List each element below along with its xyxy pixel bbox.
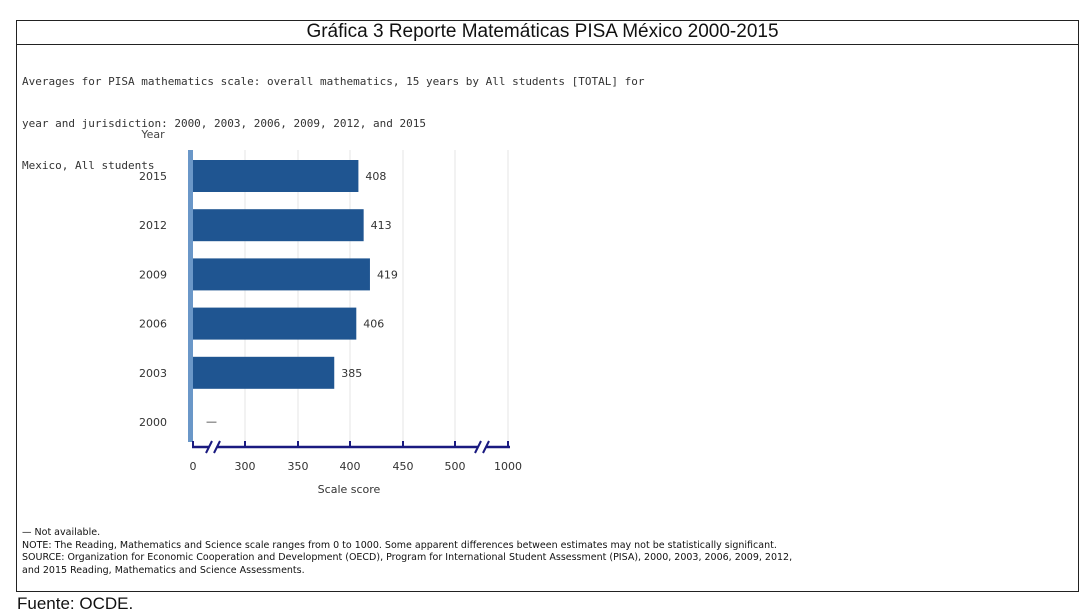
data-label: 385 bbox=[341, 367, 362, 380]
bar bbox=[193, 209, 364, 242]
y-tick-label: 2000 bbox=[139, 416, 167, 429]
axis-break-mark bbox=[213, 440, 221, 454]
data-label: 406 bbox=[363, 318, 384, 331]
y-tick-label: 2015 bbox=[139, 170, 167, 183]
y-axis-baseline bbox=[188, 150, 193, 442]
x-tick-label: 0 bbox=[190, 460, 197, 473]
y-axis-title: Year bbox=[140, 128, 165, 141]
main-title: Gráfica 3 Reporte Matemáticas PISA Méxic… bbox=[306, 21, 779, 42]
title-divider bbox=[16, 44, 1079, 45]
grid-lines bbox=[244, 150, 509, 442]
footnote-source-cont: and 2015 Reading, Mathematics and Scienc… bbox=[22, 564, 305, 576]
axis-break-gap bbox=[478, 444, 486, 450]
chart-subtitle: Averages for PISA mathematics scale: ove… bbox=[22, 47, 645, 187]
y-tick-label: 2003 bbox=[139, 367, 167, 380]
axis-break-mark bbox=[482, 440, 490, 454]
x-tick-label: 450 bbox=[393, 460, 414, 473]
x-tick-label: 500 bbox=[445, 460, 466, 473]
axis-break-gap bbox=[209, 444, 217, 450]
x-tick-label: 400 bbox=[340, 460, 361, 473]
bar bbox=[193, 160, 359, 192]
bar bbox=[193, 258, 370, 291]
source-caption: Fuente: OCDE. bbox=[17, 594, 134, 613]
axis-break-mark bbox=[474, 440, 482, 454]
y-tick-label: 2009 bbox=[139, 268, 167, 281]
chart-frame bbox=[16, 20, 1079, 592]
data-label: 419 bbox=[377, 268, 398, 281]
data-label: — bbox=[206, 415, 217, 428]
y-tick-label: 2006 bbox=[139, 318, 167, 331]
subtitle-line-2: year and jurisdiction: 2000, 2003, 2006,… bbox=[22, 117, 426, 130]
footnote-not-available: — Not available. bbox=[22, 527, 101, 538]
bar bbox=[193, 356, 335, 389]
x-tick-label: 1000 bbox=[494, 460, 522, 473]
subtitle-line-1: Averages for PISA mathematics scale: ove… bbox=[22, 75, 645, 88]
data-label: 408 bbox=[365, 170, 386, 183]
x-tick-label: 300 bbox=[235, 460, 256, 473]
x-axis: 0 300 350 400 450 500 1000 bbox=[190, 440, 522, 473]
subtitle-line-3: Mexico, All students bbox=[22, 159, 155, 172]
bars: 2015 408 2012 413 2009 419 2006 406 2003 385 2000 — bbox=[139, 150, 398, 442]
x-tick-label: 350 bbox=[288, 460, 309, 473]
footnote-note: NOTE: The Reading, Mathematics and Scien… bbox=[22, 539, 777, 551]
footnote-source: SOURCE: Organization for Economic Cooper… bbox=[22, 552, 793, 563]
data-label: 413 bbox=[371, 219, 392, 232]
bar bbox=[193, 307, 357, 340]
chart-footnotes: — Not available. NOTE: The Reading, Math… bbox=[22, 527, 792, 577]
axis-break-mark bbox=[205, 440, 213, 454]
y-tick-label: 2012 bbox=[139, 219, 167, 232]
x-axis-title: Scale score bbox=[318, 483, 381, 496]
